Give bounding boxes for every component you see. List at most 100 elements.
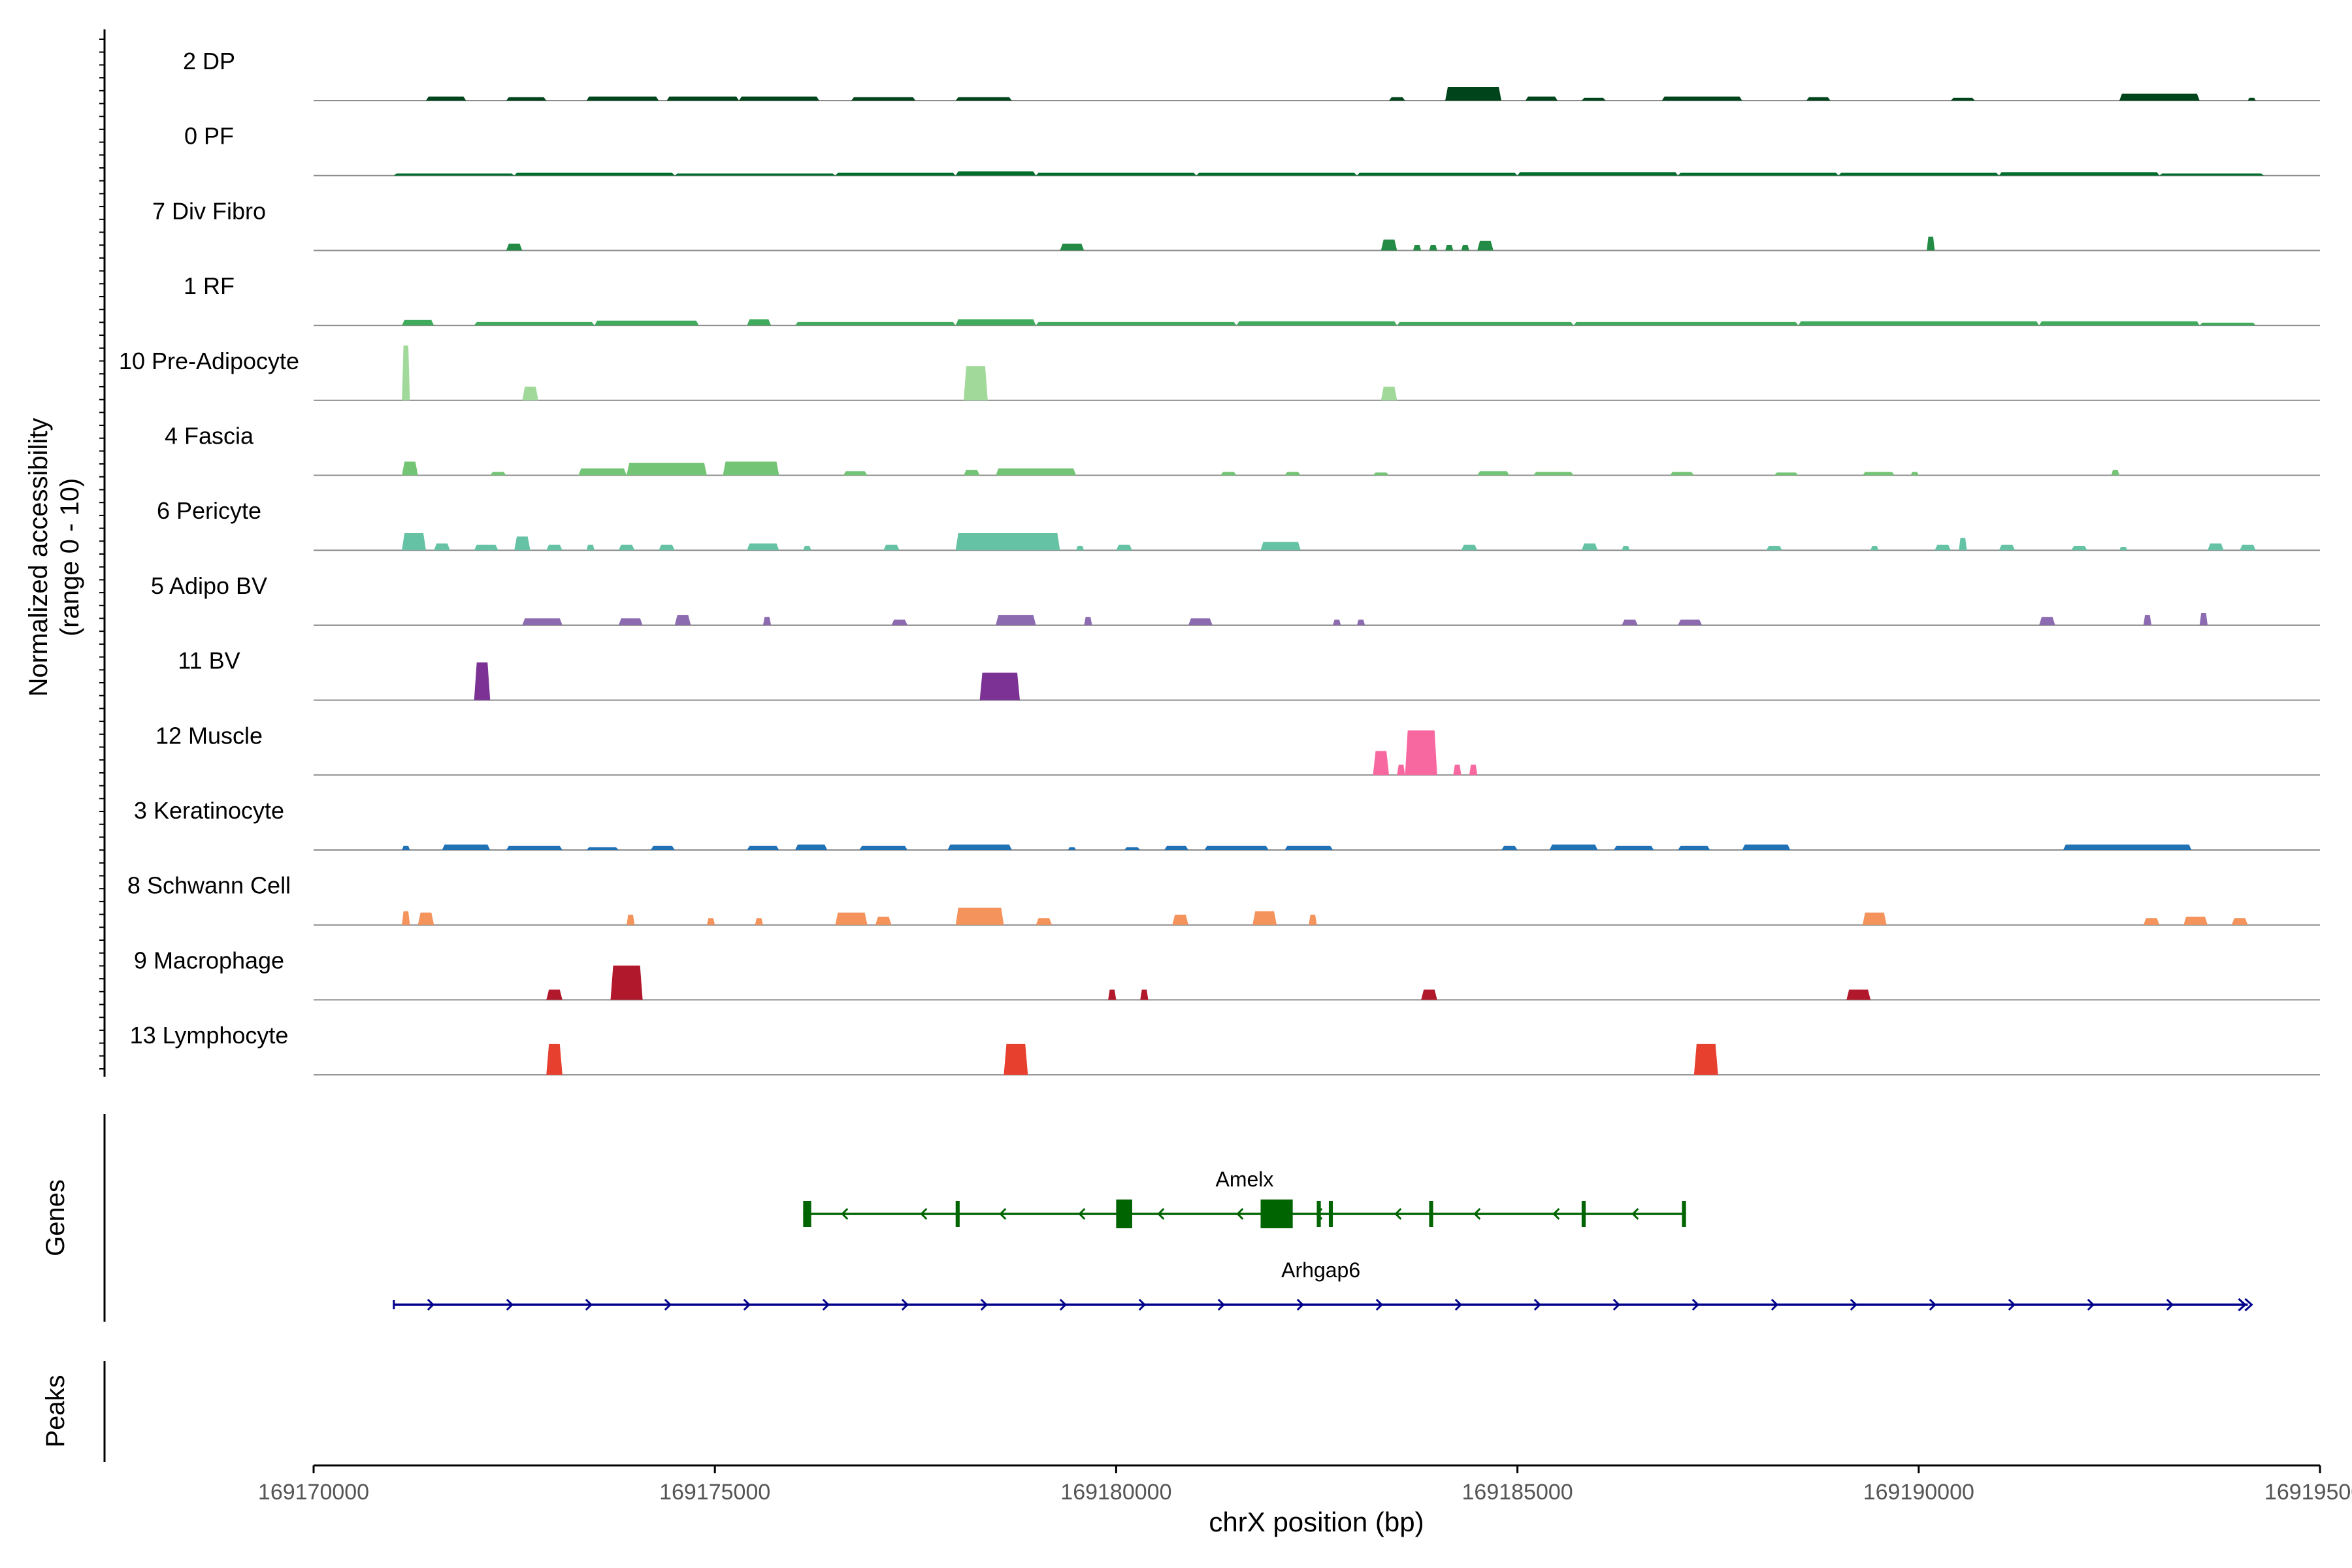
- coverage-peak: [1862, 472, 1895, 476]
- coverage-peak: [1461, 245, 1469, 251]
- coverage-peak: [723, 461, 779, 476]
- coverage-peak: [474, 321, 595, 326]
- coverage-peak: [1774, 472, 1799, 476]
- coverage-peak: [1517, 172, 1678, 176]
- coverage-peak: [586, 544, 595, 551]
- gene-exon: [1682, 1201, 1686, 1227]
- coverage-peak: [618, 618, 643, 625]
- coverage-peak: [1959, 538, 1967, 551]
- strand-arrow: [920, 1207, 928, 1220]
- coverage-peak: [1397, 764, 1405, 776]
- strand-arrow: [506, 1298, 514, 1311]
- track-label: 7 Div Fibro: [152, 197, 266, 224]
- coverage-peak: [2231, 918, 2248, 925]
- coverage-peak: [506, 243, 523, 251]
- coverage-peak: [1469, 764, 1478, 776]
- coverage-peak: [859, 845, 908, 850]
- coverage-peak: [1204, 845, 1269, 850]
- coverage-peak: [2111, 470, 2119, 476]
- coverage-peak: [1501, 845, 1518, 850]
- coverage-peak: [2199, 613, 2208, 625]
- track: 0 PF: [184, 123, 2320, 176]
- strand-arrow: [2087, 1298, 2095, 1311]
- strand-arrow: [2166, 1298, 2174, 1311]
- track-label: 12 Muscle: [155, 722, 263, 749]
- strand-arrow: [427, 1298, 434, 1311]
- strand-arrow: [841, 1207, 849, 1220]
- strand-arrow: [1691, 1298, 1699, 1311]
- strand-arrow: [1078, 1207, 1086, 1220]
- coverage-peak: [947, 844, 1012, 850]
- coverage-peak: [2240, 544, 2256, 551]
- track-label: 5 Adipo BV: [151, 572, 267, 599]
- x-tick-label: 169180000: [1060, 1480, 1171, 1505]
- coverage-peak: [474, 544, 498, 551]
- coverage-peak: [1950, 97, 1975, 101]
- coverage-peak: [393, 173, 515, 176]
- coverage-peak: [891, 619, 908, 625]
- coverage-peak: [1614, 845, 1654, 850]
- strand-arrow: [1138, 1298, 1146, 1311]
- coverage-peak: [666, 96, 740, 101]
- coverage-peak: [442, 844, 491, 850]
- coverage-peak: [1356, 172, 1518, 176]
- coverage-peak: [2119, 93, 2200, 101]
- x-tick-label: 169185000: [1462, 1480, 1573, 1505]
- coverage-peak: [1999, 172, 2160, 176]
- coverage-peak: [586, 847, 619, 850]
- coverage-peak: [964, 470, 980, 476]
- coverage-peak: [586, 96, 659, 101]
- coverage-tracks: 2 DP 0 PF 7 Div Fibro 1 RF 10 Pre-Adipocyte 4…: [119, 48, 2320, 1076]
- coverage-peak: [1172, 914, 1188, 925]
- coverage-peak: [417, 912, 434, 925]
- coverage-peak: [883, 544, 900, 551]
- track: 6 Pericyte: [157, 497, 2320, 551]
- track-label: 4 Fascia: [165, 423, 254, 449]
- coverage-peak: [2119, 546, 2128, 551]
- coverage-peak: [1188, 618, 1213, 625]
- coverage-peak: [1036, 918, 1053, 925]
- gene-exon: [1116, 1200, 1132, 1228]
- strand-arrow: [980, 1298, 988, 1311]
- coverage-peak: [1742, 844, 1791, 850]
- strand-arrow: [1059, 1298, 1067, 1311]
- coverage-peak: [1445, 245, 1454, 251]
- coverage-peak: [1389, 97, 1405, 101]
- strand-arrow: [1473, 1207, 1481, 1220]
- coverage-peak: [2208, 543, 2224, 551]
- coverage-peak: [1108, 989, 1117, 1000]
- coverage-peak: [1284, 845, 1333, 850]
- coverage-peak: [1581, 543, 1598, 551]
- coverage-peak: [610, 965, 643, 1000]
- gene-model: Arhgap6: [393, 1258, 2253, 1312]
- coverage-peak: [1397, 321, 1574, 326]
- track: 3 Keratinocyte: [134, 797, 2320, 851]
- coverage-peak: [1252, 911, 1277, 925]
- coverage-peak: [843, 471, 868, 476]
- track-label: 2 DP: [183, 48, 235, 74]
- coverage-peak: [402, 319, 434, 326]
- coverage-peak: [1036, 321, 1237, 326]
- x-axis-ticks: 169170000 169175000 169180000 169185000 1691…: [258, 1465, 2352, 1505]
- track: 4 Fascia: [165, 423, 2320, 476]
- track-label: 10 Pre-Adipocyte: [119, 348, 299, 374]
- x-tick-label: 169190000: [1863, 1480, 1974, 1505]
- coverage-peak: [1236, 321, 1397, 326]
- coverage-peak: [650, 845, 675, 850]
- coverage-peak: [1525, 96, 1558, 101]
- track-label: 6 Pericyte: [157, 497, 261, 524]
- coverage-peak: [1004, 1043, 1028, 1075]
- coverage-peak: [1140, 989, 1149, 1000]
- coverage-peak: [1220, 472, 1237, 476]
- coverage-peak: [2071, 546, 2087, 551]
- coverage-peak: [747, 319, 772, 326]
- coverage-peak: [2039, 617, 2055, 625]
- coverage-peak: [1373, 751, 1390, 776]
- coverage-peak: [425, 96, 466, 101]
- track-label: 9 Macrophage: [134, 947, 284, 973]
- gene-exon: [1328, 1201, 1333, 1227]
- track-label: 3 Keratinocyte: [134, 797, 284, 824]
- track-label: 13 Lymphocyte: [130, 1022, 289, 1049]
- strand-arrow: [585, 1298, 593, 1311]
- coverage-peak: [402, 345, 410, 400]
